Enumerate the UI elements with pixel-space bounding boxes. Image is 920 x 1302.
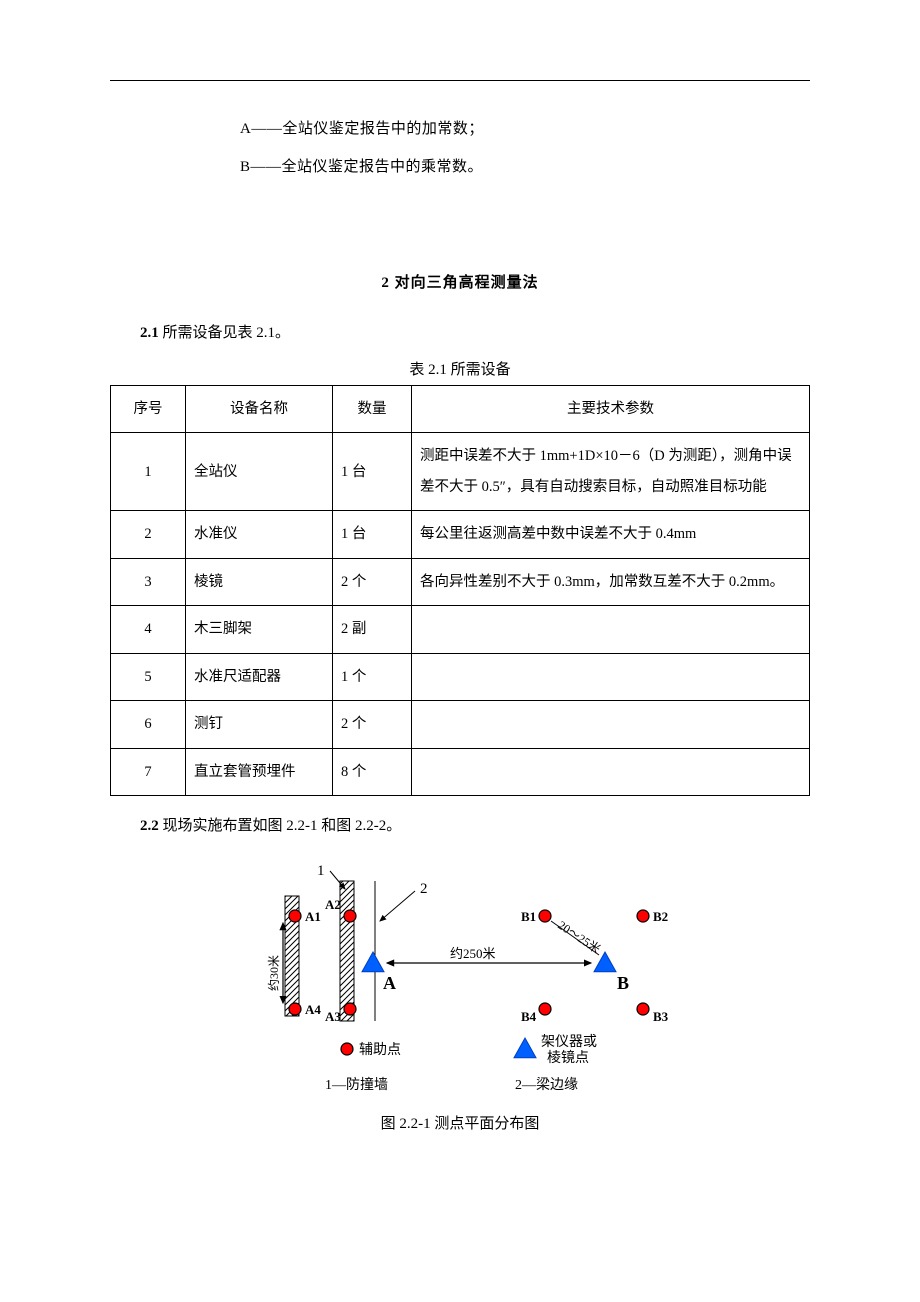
aux-point-icon [539, 1003, 551, 1015]
table-2-1-caption: 表 2.1 所需设备 [110, 358, 810, 379]
legend-aux-label: 辅助点 [359, 1042, 401, 1058]
cell-qty: 1 台 [333, 511, 412, 558]
cell-spec [412, 653, 810, 700]
leader-2-label: 2 [420, 881, 428, 897]
table-header-row: 序号 设备名称 数量 主要技术参数 [111, 386, 810, 433]
cell-qty: 2 个 [333, 701, 412, 748]
cell-seq: 5 [111, 653, 186, 700]
aux-point-icon [344, 910, 356, 922]
cell-spec: 各向异性差别不大于 0.3mm，加常数互差不大于 0.2mm。 [412, 558, 810, 605]
aux-point-icon [341, 1043, 353, 1055]
point-label: B1 [521, 909, 536, 924]
aux-point-icon [637, 910, 649, 922]
paragraph-2-1: 2.1 所需设备见表 2.1。 [110, 317, 810, 350]
th-seq: 序号 [111, 386, 186, 433]
cell-seq: 3 [111, 558, 186, 605]
table-row: 6测钉2 个 [111, 701, 810, 748]
point-label: B4 [521, 1009, 537, 1024]
th-qty: 数量 [333, 386, 412, 433]
definition-a: A——全站仪鉴定报告中的加常数； [110, 111, 810, 149]
table-row: 5水准尺适配器1 个 [111, 653, 810, 700]
station-label: A [383, 973, 396, 993]
cell-spec [412, 748, 810, 795]
point-label: A4 [305, 1002, 321, 1017]
th-spec: 主要技术参数 [412, 386, 810, 433]
aux-point-icon [289, 910, 301, 922]
barrier-wall [340, 881, 354, 1021]
table-row: 2水准仪1 台每公里往返测高差中数中误差不大于 0.4mm [111, 511, 810, 558]
cell-name: 全站仪 [186, 433, 333, 511]
distance-b1b-label: 20～25米 [555, 918, 603, 956]
leader-1-label: 1 [317, 863, 325, 879]
cell-spec: 测距中误差不大于 1mm+1D×10－6（D 为测距），测角中误差不大于 0.5… [412, 433, 810, 511]
definition-b: B——全站仪鉴定报告中的乘常数。 [110, 149, 810, 187]
figure-caption: 图 2.2-1 测点平面分布图 [110, 1112, 810, 1133]
section-2-title: 2 对向三角高程测量法 [110, 271, 810, 292]
cell-seq: 4 [111, 606, 186, 653]
cell-name: 木三脚架 [186, 606, 333, 653]
cell-seq: 2 [111, 511, 186, 558]
cell-name: 水准仪 [186, 511, 333, 558]
table-row: 3棱镜2 个各向异性差别不大于 0.3mm，加常数互差不大于 0.2mm。 [111, 558, 810, 605]
header-rule [110, 80, 810, 81]
cell-name: 直立套管预埋件 [186, 748, 333, 795]
cell-spec [412, 701, 810, 748]
th-name: 设备名称 [186, 386, 333, 433]
cell-qty: 1 台 [333, 433, 412, 511]
leader-1 [330, 871, 345, 889]
distance-ab-label: 约250米 [450, 946, 496, 961]
point-label: B3 [653, 1009, 669, 1024]
cell-name: 棱镜 [186, 558, 333, 605]
cell-qty: 8 个 [333, 748, 412, 795]
cell-seq: 1 [111, 433, 186, 511]
cell-name: 测钉 [186, 701, 333, 748]
distance-a1a4-label: 约30米 [266, 955, 281, 991]
layout-diagram: A1 A4 A2 A3 B1 B2 B4 B3 A B 约250米约30米 20～25米 1 2 辅助点 架仪… [225, 861, 695, 1101]
cell-qty: 1 个 [333, 653, 412, 700]
page: A——全站仪鉴定报告中的加常数； B——全站仪鉴定报告中的乘常数。 2 对向三角… [0, 0, 920, 1302]
point-label: B2 [653, 909, 668, 924]
cell-seq: 7 [111, 748, 186, 795]
station-point-icon [362, 952, 384, 972]
legend-station-label-1: 架仪器或 [541, 1034, 597, 1050]
legend-station-label-2: 棱镜点 [547, 1050, 589, 1066]
cell-seq: 6 [111, 701, 186, 748]
station-point-icon [594, 952, 616, 972]
aux-point-icon [637, 1003, 649, 1015]
leader-2 [380, 891, 415, 921]
legend-note-1: 1—防撞墙 [325, 1077, 388, 1093]
station-label: B [617, 973, 629, 993]
aux-point-icon [344, 1003, 356, 1015]
cell-qty: 2 个 [333, 558, 412, 605]
equipment-table: 序号 设备名称 数量 主要技术参数 1全站仪1 台测距中误差不大于 1mm+1D… [110, 385, 810, 796]
point-label: A2 [325, 897, 341, 912]
table-row: 4木三脚架2 副 [111, 606, 810, 653]
cell-spec [412, 606, 810, 653]
cell-qty: 2 副 [333, 606, 412, 653]
cell-name: 水准尺适配器 [186, 653, 333, 700]
paragraph-2-2: 2.2 现场实施布置如图 2.2-1 和图 2.2-2。 [110, 810, 810, 843]
table-row: 7直立套管预埋件8 个 [111, 748, 810, 795]
cell-spec: 每公里往返测高差中数中误差不大于 0.4mm [412, 511, 810, 558]
point-label: A1 [305, 909, 321, 924]
point-label: A3 [325, 1009, 341, 1024]
aux-point-icon [539, 910, 551, 922]
station-point-icon [514, 1038, 536, 1058]
figure-2-2-1: A1 A4 A2 A3 B1 B2 B4 B3 A B 约250米约30米 20～25米 1 2 辅助点 架仪… [110, 861, 810, 1133]
legend-note-2: 2—梁边缘 [515, 1077, 578, 1093]
table-row: 1全站仪1 台测距中误差不大于 1mm+1D×10－6（D 为测距），测角中误差… [111, 433, 810, 511]
aux-point-icon [289, 1003, 301, 1015]
